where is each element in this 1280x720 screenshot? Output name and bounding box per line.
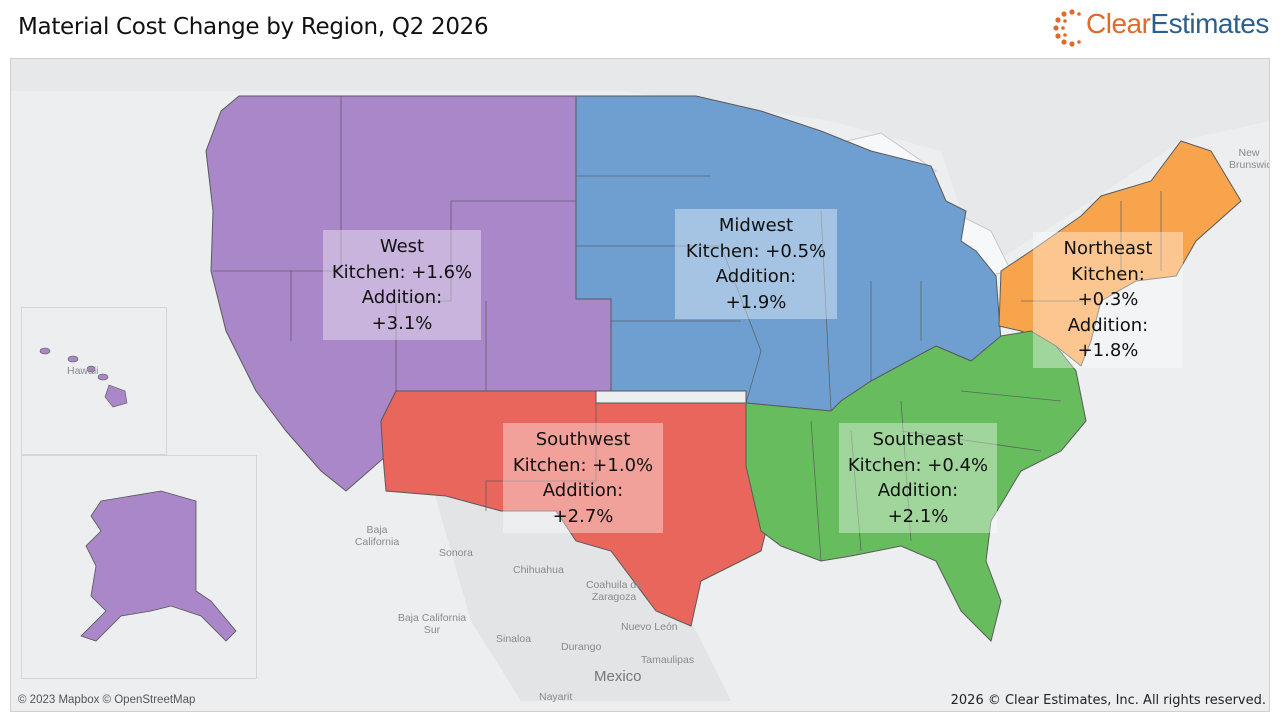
alaska: [80, 490, 237, 642]
place-baja-california: Baja California: [354, 524, 400, 548]
us-region-map: [11, 59, 1269, 711]
place-hawaii: Hawaii: [67, 365, 99, 377]
place-mexico: Mexico: [594, 668, 642, 685]
map[interactable]: Hawaii Baja California Sonora Chihuahua …: [10, 58, 1270, 712]
copyright-notice: 2026 © Clear Estimates, Inc. All rights …: [950, 693, 1266, 708]
region-label-northeast: Northeast Kitchen: +0.3% Addition: +1.8%: [1033, 232, 1183, 368]
place-nayarit: Nayarit: [539, 691, 573, 703]
place-durango: Durango: [561, 641, 602, 653]
hawaii-inset: [21, 307, 167, 455]
logo-text: ClearEstimates: [1086, 8, 1269, 39]
page-title: Material Cost Change by Region, Q2 2026: [18, 14, 489, 40]
place-sinaloa: Sinaloa: [496, 633, 532, 645]
place-new-brunswick: New Brunswick: [1229, 147, 1269, 171]
hawaii-islands: [39, 347, 128, 408]
brand-logo: ClearEstimates: [1052, 4, 1272, 50]
place-sonora: Sonora: [439, 547, 473, 559]
alaska-inset: [21, 455, 257, 679]
region-label-west: West Kitchen: +1.6% Addition: +3.1%: [323, 230, 481, 340]
place-tamaulipas: Tamaulipas: [641, 654, 695, 666]
place-coahuila: Coahuila de Zaragoza: [585, 579, 643, 603]
region-southeast: [745, 330, 1087, 642]
place-chihuahua: Chihuahua: [513, 564, 564, 576]
region-label-midwest: Midwest Kitchen: +0.5% Addition: +1.9%: [675, 209, 837, 319]
place-baja-california-sur: Baja California Sur: [397, 612, 467, 636]
region-label-southeast: Southeast Kitchen: +0.4% Addition: +2.1%: [839, 423, 997, 533]
place-nuevo-leon: Nuevo León: [621, 621, 678, 633]
logo-sunburst-icon: [1053, 9, 1081, 47]
map-attribution[interactable]: © 2023 Mapbox © OpenStreetMap: [18, 694, 196, 706]
region-label-southwest: Southwest Kitchen: +1.0% Addition: +2.7%: [503, 423, 663, 533]
